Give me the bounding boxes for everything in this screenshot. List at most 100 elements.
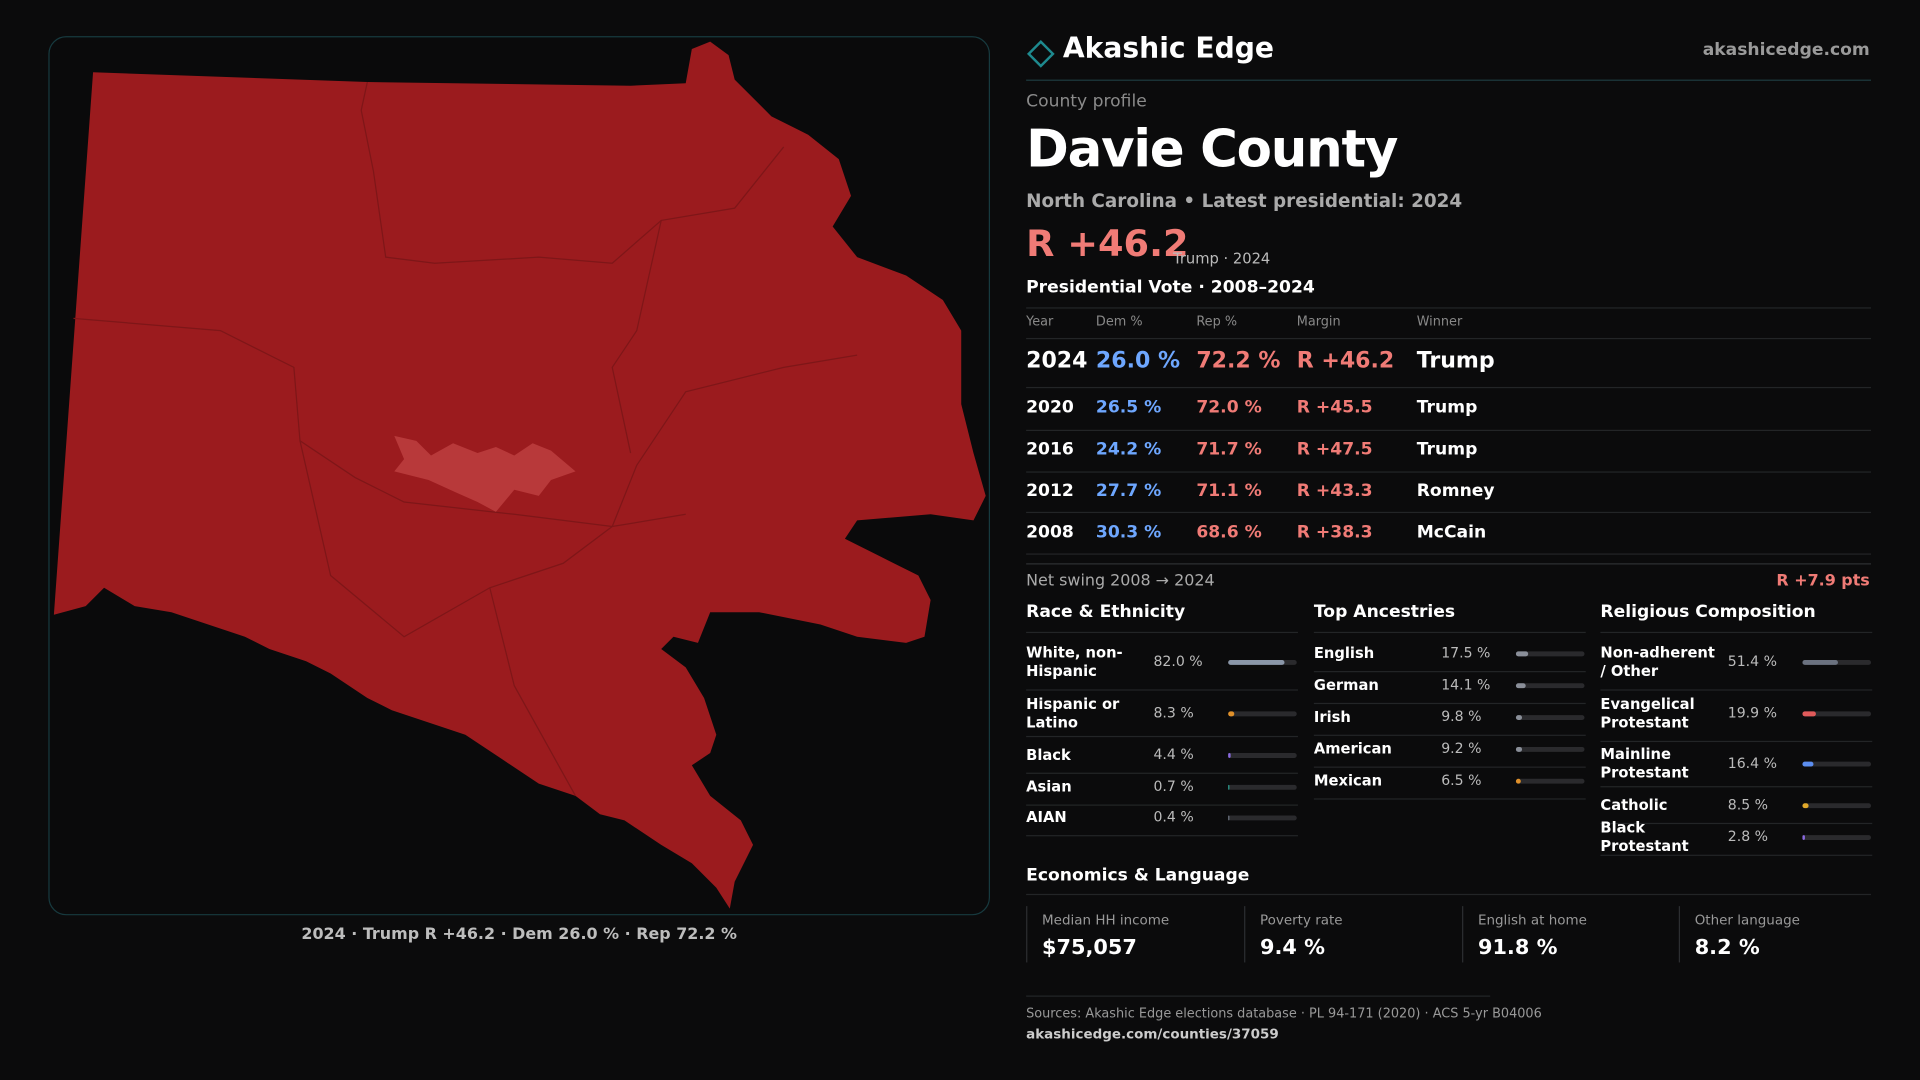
card-border [1026, 906, 1028, 963]
bar [1228, 711, 1234, 717]
divider [1026, 803, 1298, 806]
bar [1802, 803, 1809, 809]
row-label: English [1313, 644, 1375, 662]
town-area [394, 435, 576, 512]
row-label: Catholic [1600, 796, 1668, 814]
swing-label: Net swing 2008 → 2024 [1026, 572, 1215, 591]
row-value: 19.9 % [1727, 704, 1777, 722]
column-header: Margin [1296, 314, 1341, 330]
column-header: Year [1026, 314, 1054, 330]
row-value: 9.8 % [1441, 707, 1482, 726]
bar [1228, 784, 1230, 790]
bar-track [1515, 746, 1585, 752]
vote-cell: 71.7 % [1196, 439, 1262, 459]
row-value: 2.8 % [1727, 827, 1769, 846]
votes-title: Presidential Vote · 2008–2024 [1026, 277, 1315, 298]
vote-cell: 68.6 % [1196, 522, 1262, 542]
swing-value: R +7.9 pts [1776, 572, 1870, 591]
bar [1228, 815, 1230, 821]
card-value: 9.4 % [1260, 935, 1325, 960]
divider [1600, 740, 1873, 742]
subtitle: North Carolina • Latest presidential: 20… [1026, 189, 1463, 212]
row-value: 6.5 % [1441, 771, 1482, 789]
row-value: 82.0 % [1153, 652, 1203, 670]
bar [1515, 651, 1528, 657]
logo-icon [1026, 40, 1055, 68]
map-caption: 2024 · Trump R +46.2 · Dem 26.0 % · Rep … [301, 925, 737, 945]
divider [1313, 702, 1586, 705]
township-lines [73, 81, 858, 797]
sources: Sources: Akashic Edge elections database… [1026, 1006, 1542, 1021]
divider [1313, 798, 1586, 800]
section-title: Top Ancestries [1313, 601, 1456, 622]
column-header: Winner [1416, 314, 1463, 330]
vote-cell: R +45.5 [1296, 397, 1373, 418]
vote-cell: 24.2 % [1095, 439, 1162, 459]
vote-cell: 2024 [1026, 347, 1088, 374]
vote-cell: 26.5 % [1095, 397, 1162, 418]
bar-track [1228, 815, 1297, 821]
vote-cell: 27.7 % [1095, 480, 1162, 501]
row-label: AIAN [1026, 808, 1067, 826]
divider [1026, 563, 1872, 565]
divider [1026, 386, 1872, 389]
divider [1026, 689, 1298, 691]
row-label: Black [1026, 746, 1071, 764]
divider [1600, 822, 1873, 825]
divider [1600, 786, 1873, 788]
divider [1313, 734, 1586, 736]
vote-cell: 2008 [1026, 522, 1074, 542]
margin-note: Trump · 2024 [1173, 249, 1271, 267]
vote-cell: 71.1 % [1196, 480, 1262, 501]
source-url: akashicedge.com/counties/37059 [1026, 1026, 1279, 1043]
divider [1026, 429, 1872, 432]
row-label: Mexican [1313, 772, 1383, 790]
row-value: 17.5 % [1441, 644, 1491, 662]
row-label: Asian [1026, 778, 1072, 796]
vote-cell: 2016 [1026, 439, 1074, 459]
row-value: 4.4 % [1153, 745, 1194, 763]
card-label: English at home [1477, 912, 1587, 929]
row-label: Black Protestant [1600, 819, 1689, 855]
bar-track [1228, 784, 1297, 790]
county-name: Davie County [1026, 118, 1398, 179]
bar-track [1802, 803, 1872, 809]
vote-cell: 26.0 % [1095, 347, 1181, 374]
row-label: White, non-Hispanic [1026, 644, 1123, 680]
row-value: 9.2 % [1441, 739, 1482, 757]
kicker: County profile [1026, 91, 1147, 111]
vote-cell: R +46.2 [1296, 347, 1395, 374]
card-value: $75,057 [1042, 935, 1137, 960]
divider [1026, 735, 1298, 738]
divider [1026, 307, 1872, 309]
divider [1026, 471, 1872, 473]
card-label: Median HH income [1042, 912, 1170, 929]
bar [1802, 711, 1817, 717]
bar-track [1802, 835, 1872, 840]
divider [1026, 893, 1872, 896]
row-label: Irish [1313, 708, 1351, 726]
row-value: 51.4 % [1727, 652, 1777, 670]
map [48, 36, 991, 916]
divider [1026, 337, 1872, 340]
margin: R +46.2 [1026, 222, 1189, 266]
row-label: Hispanic or Latino [1026, 695, 1120, 732]
bar [1515, 683, 1526, 689]
card-border [1244, 906, 1246, 963]
bar-track [1802, 761, 1872, 767]
bar [1228, 660, 1285, 665]
section-title: Race & Ethnicity [1026, 601, 1186, 622]
row-value: 8.5 % [1727, 796, 1769, 814]
divider [1313, 631, 1586, 634]
vote-cell: R +43.3 [1296, 480, 1373, 501]
card-value: 8.2 % [1694, 935, 1760, 960]
divider [1026, 79, 1872, 81]
bar [1802, 761, 1814, 767]
divider [1026, 835, 1298, 837]
divider [1026, 553, 1872, 555]
row-value: 8.3 % [1153, 704, 1194, 722]
divider [1313, 671, 1586, 673]
bar-track [1802, 711, 1872, 717]
bar-track [1228, 753, 1297, 758]
